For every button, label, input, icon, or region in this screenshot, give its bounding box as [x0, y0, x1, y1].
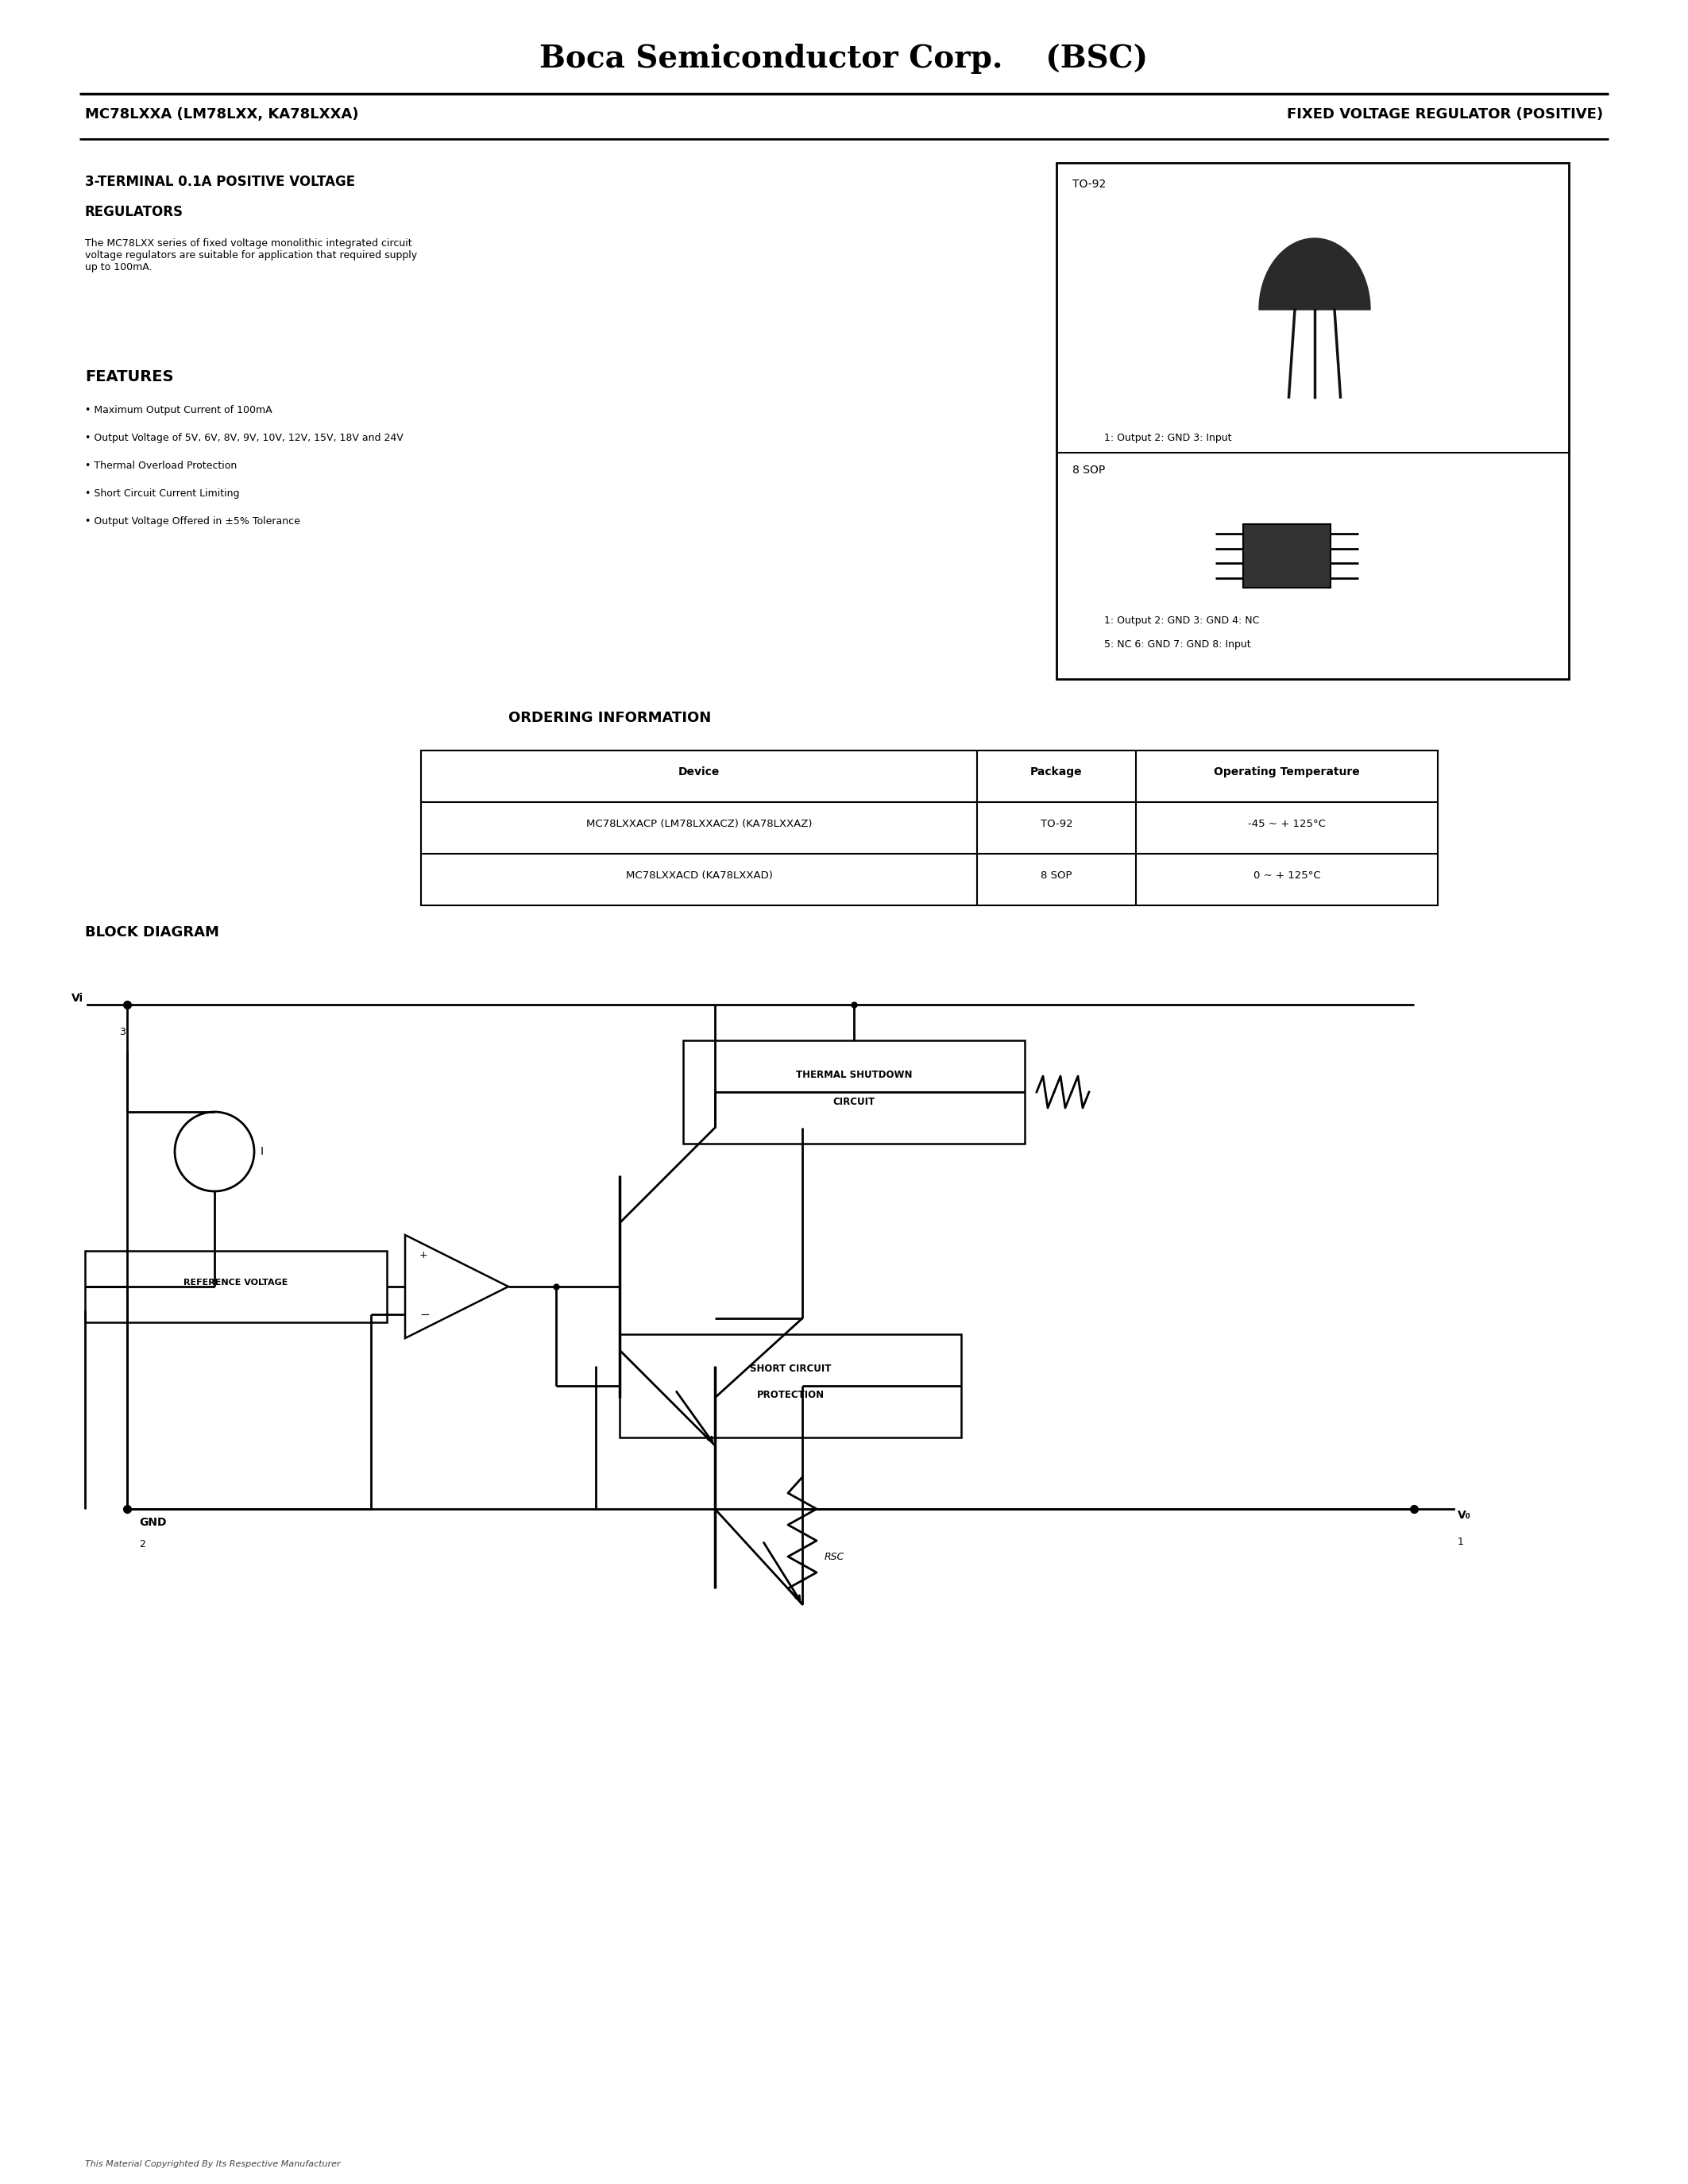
Text: REFERENCE VOLTAGE: REFERENCE VOLTAGE: [184, 1278, 289, 1286]
Text: • Thermal Overload Protection: • Thermal Overload Protection: [84, 461, 236, 472]
Text: 3: 3: [120, 1026, 125, 1037]
Text: TO-92: TO-92: [1072, 179, 1106, 190]
Text: Package: Package: [1030, 767, 1082, 778]
Text: Boca Semiconductor Corp.    (BSC): Boca Semiconductor Corp. (BSC): [540, 44, 1148, 74]
Text: • Maximum Output Current of 100mA: • Maximum Output Current of 100mA: [84, 404, 272, 415]
Text: REGULATORS: REGULATORS: [84, 205, 184, 218]
Text: ORDERING INFORMATION: ORDERING INFORMATION: [508, 710, 711, 725]
Bar: [84, 1251, 387, 1321]
Text: 5: NC 6: GND 7: GND 8: Input: 5: NC 6: GND 7: GND 8: Input: [1104, 640, 1251, 649]
Text: GND: GND: [138, 1518, 167, 1529]
Text: 1: Output 2: GND 3: Input: 1: Output 2: GND 3: Input: [1104, 432, 1232, 443]
Text: This Material Copyrighted By Its Respective Manufacturer: This Material Copyrighted By Its Respect…: [84, 2160, 341, 2169]
Bar: [420, 751, 1438, 906]
Text: The MC78LXX series of fixed voltage monolithic integrated circuit
voltage regula: The MC78LXX series of fixed voltage mono…: [84, 238, 417, 273]
Text: I: I: [260, 1147, 263, 1158]
Text: −: −: [419, 1308, 429, 1321]
Text: V₀: V₀: [1458, 1509, 1470, 1520]
Text: FIXED VOLTAGE REGULATOR (POSITIVE): FIXED VOLTAGE REGULATOR (POSITIVE): [1286, 107, 1604, 122]
Text: • Short Circuit Current Limiting: • Short Circuit Current Limiting: [84, 489, 240, 498]
Text: Vi: Vi: [71, 994, 83, 1005]
Text: TO-92: TO-92: [1040, 819, 1072, 828]
Text: -45 ~ + 125°C: -45 ~ + 125°C: [1247, 819, 1325, 828]
Text: THERMAL SHUTDOWN: THERMAL SHUTDOWN: [795, 1070, 912, 1079]
Bar: [1057, 164, 1568, 679]
Text: • Output Voltage of 5V, 6V, 8V, 9V, 10V, 12V, 15V, 18V and 24V: • Output Voltage of 5V, 6V, 8V, 9V, 10V,…: [84, 432, 403, 443]
Text: 8 SOP: 8 SOP: [1072, 465, 1106, 476]
Text: MC78LXXA (LM78LXX, KA78LXXA): MC78LXXA (LM78LXX, KA78LXXA): [84, 107, 358, 122]
Text: SHORT CIRCUIT: SHORT CIRCUIT: [749, 1363, 830, 1374]
Polygon shape: [1259, 238, 1371, 310]
Text: 1: Output 2: GND 3: GND 4: NC: 1: Output 2: GND 3: GND 4: NC: [1104, 616, 1259, 627]
Bar: [1242, 524, 1330, 587]
Text: CIRCUIT: CIRCUIT: [832, 1096, 874, 1107]
Text: PROTECTION: PROTECTION: [756, 1391, 824, 1400]
Text: 1: 1: [1458, 1538, 1463, 1546]
Text: RSC: RSC: [824, 1551, 844, 1562]
Text: 3-TERMINAL 0.1A POSITIVE VOLTAGE: 3-TERMINAL 0.1A POSITIVE VOLTAGE: [84, 175, 354, 190]
Text: • Output Voltage Offered in ±5% Tolerance: • Output Voltage Offered in ±5% Toleranc…: [84, 515, 300, 526]
Text: FEATURES: FEATURES: [84, 369, 174, 384]
Text: Operating Temperature: Operating Temperature: [1214, 767, 1361, 778]
Text: 0 ~ + 125°C: 0 ~ + 125°C: [1252, 869, 1320, 880]
Text: BLOCK DIAGRAM: BLOCK DIAGRAM: [84, 926, 219, 939]
Text: +: +: [419, 1249, 427, 1260]
Bar: [684, 1040, 1025, 1144]
Text: 2: 2: [138, 1540, 145, 1548]
Text: Device: Device: [679, 767, 719, 778]
Text: MC78LXXACD (KA78LXXAD): MC78LXXACD (KA78LXXAD): [626, 869, 773, 880]
Text: MC78LXXACP (LM78LXXACZ) (KA78LXXAZ): MC78LXXACP (LM78LXXACZ) (KA78LXXAZ): [586, 819, 812, 828]
Bar: [619, 1334, 960, 1437]
Text: 8 SOP: 8 SOP: [1041, 869, 1072, 880]
